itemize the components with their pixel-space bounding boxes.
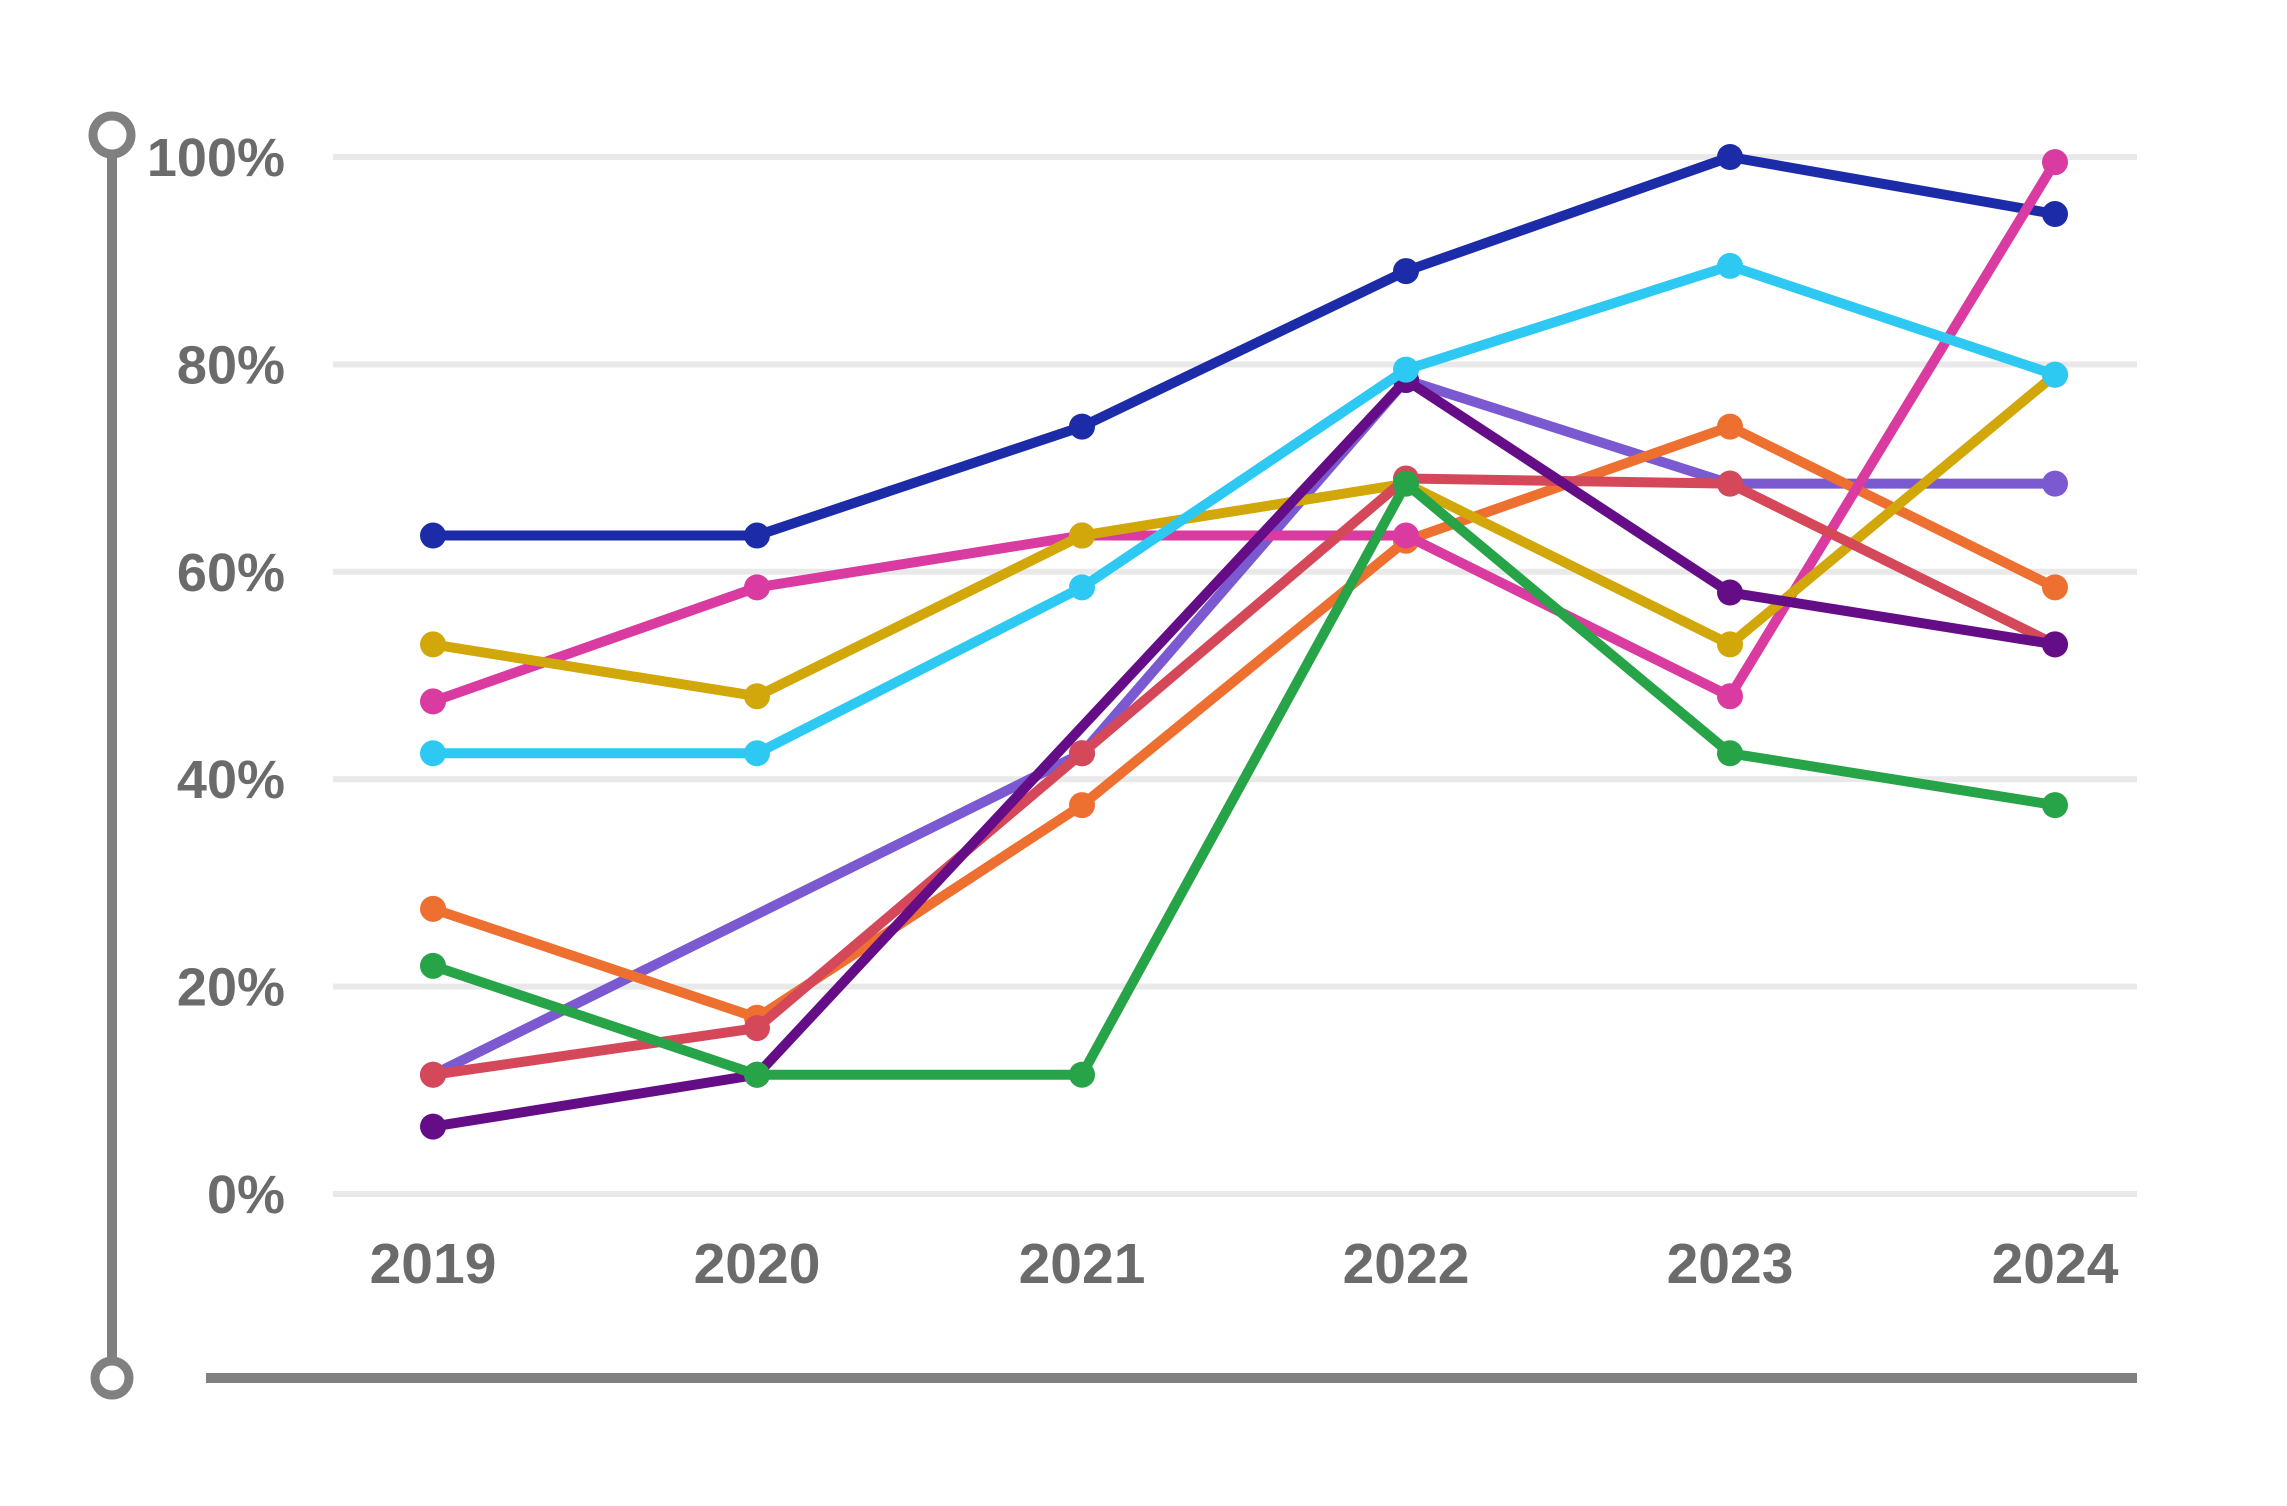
- y-tick-label-80%: 80%: [177, 335, 285, 395]
- series-dot-navy-2019: [420, 522, 446, 549]
- y-tick-label-20%: 20%: [177, 958, 285, 1018]
- series-dot-pink-2022: [1393, 522, 1419, 549]
- series-dot-red-2023: [1717, 470, 1743, 497]
- x-tick-label-2023: 2023: [1667, 1232, 1794, 1296]
- series-line-navy: [428, 152, 2060, 541]
- series-dot-orange-2019: [420, 895, 446, 922]
- series-dot-green-2024: [2042, 792, 2068, 819]
- x-tick-label-2024: 2024: [1992, 1232, 2119, 1296]
- x-tick-label-2019: 2019: [370, 1232, 497, 1296]
- series-dot-pink-2020: [744, 574, 770, 601]
- x-tick-label-2021: 2021: [1019, 1232, 1146, 1296]
- y-tick-label-0%: 0%: [207, 1165, 285, 1225]
- series-dot-gold-2019: [420, 631, 446, 658]
- series-dot-orange-2021: [1069, 792, 1095, 819]
- y-tick-label-60%: 60%: [177, 543, 285, 603]
- series-dot-red-2021: [1069, 740, 1095, 767]
- series-dot-dark-purple-2024: [2042, 631, 2068, 658]
- series-dot-green-2020: [744, 1061, 770, 1088]
- x-tick-label-2022: 2022: [1343, 1232, 1470, 1296]
- series-dot-violet-2024: [2042, 470, 2068, 497]
- series-line-red: [428, 473, 2060, 1080]
- series-dot-navy-2023: [1717, 144, 1743, 170]
- series-dot-red-2020: [744, 1015, 770, 1042]
- series-line-orange: [428, 421, 2060, 1023]
- series-dot-green-2023: [1717, 740, 1743, 767]
- series-dot-pink-2023: [1717, 683, 1743, 710]
- series-dot-navy-2024: [2042, 201, 2068, 228]
- series-dot-pink-2019: [420, 688, 446, 715]
- series-dot-red-2019: [420, 1061, 446, 1088]
- series-dot-pink-2024: [2042, 149, 2068, 176]
- series-dot-cyan-2024: [2042, 361, 2068, 388]
- series-dot-navy-2022: [1393, 258, 1419, 285]
- series-dot-orange-2024: [2042, 574, 2068, 601]
- series-dot-cyan-2023: [1717, 252, 1743, 279]
- y-tick-label-100%: 100%: [147, 128, 285, 188]
- series-line-green: [428, 478, 2060, 1080]
- series-dot-cyan-2019: [420, 740, 446, 767]
- series-dot-cyan-2020: [744, 740, 770, 767]
- series-dot-green-2022: [1393, 470, 1419, 497]
- series-dot-gold-2020: [744, 683, 770, 710]
- y-tick-label-40%: 40%: [177, 750, 285, 810]
- series-line-cyan: [428, 260, 2060, 759]
- axis-rail-top-ring-icon: [88, 111, 136, 159]
- series-dot-gold-2021: [1069, 522, 1095, 549]
- series-dot-navy-2021: [1069, 413, 1095, 440]
- series-dot-gold-2023: [1717, 631, 1743, 658]
- x-tick-label-2020: 2020: [694, 1232, 821, 1296]
- series-line-pink: [428, 157, 2060, 707]
- series-dot-navy-2020: [744, 522, 770, 549]
- series-dot-green-2019: [420, 952, 446, 979]
- series-dot-cyan-2022: [1393, 356, 1419, 383]
- series-dot-cyan-2021: [1069, 574, 1095, 601]
- series-dot-dark-purple-2019: [420, 1113, 446, 1140]
- series-dot-dark-purple-2023: [1717, 579, 1743, 606]
- axis-rail-bottom-ring-icon: [90, 1356, 134, 1400]
- series-dot-green-2021: [1069, 1061, 1095, 1088]
- series-dot-orange-2023: [1717, 413, 1743, 440]
